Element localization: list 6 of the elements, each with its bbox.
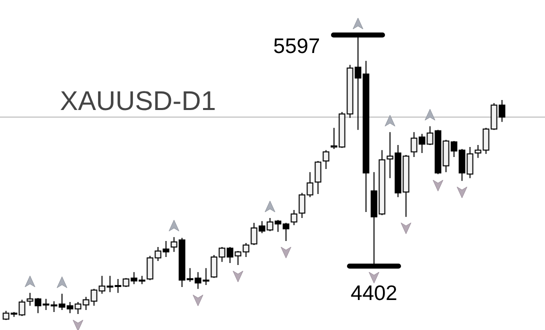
candlestick — [322, 150, 330, 170]
text: XAUUSD-D1 — [60, 86, 216, 116]
annotation: 4402 — [350, 282, 398, 306]
annotation: 5597 — [273, 35, 320, 58]
candlestick — [314, 160, 322, 195]
candlestick — [290, 209, 298, 226]
